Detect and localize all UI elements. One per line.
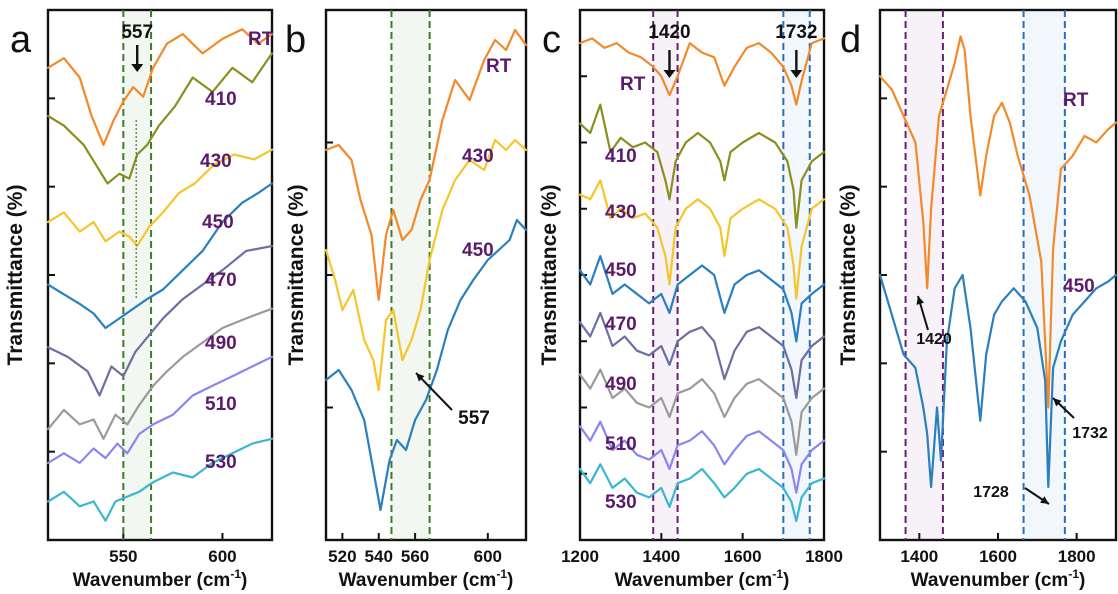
annotation-label: 1732 (1072, 425, 1108, 442)
series-line-470 (46, 245, 274, 397)
arrow-icon (1053, 398, 1062, 407)
panel-letter: b (285, 19, 306, 61)
x-tick-label: 600 (474, 547, 502, 566)
y-axis-title: Transmittance (%) (538, 185, 561, 366)
series-label-450: 450 (1063, 276, 1095, 297)
series-line-RT (878, 35, 1118, 409)
series-line-530 (578, 463, 826, 523)
highlight-band (391, 10, 430, 540)
series-line-450 (46, 182, 274, 330)
x-tick-label: 540 (365, 547, 393, 566)
series-label-RT: RT (620, 74, 646, 95)
x-tick-label: 1600 (979, 547, 1017, 566)
arrow-icon (916, 296, 925, 305)
x-tick-label: 560 (401, 547, 429, 566)
x-tick-label: 520 (328, 547, 356, 566)
annotation-label: 1420 (916, 331, 952, 348)
arrow-icon (415, 372, 453, 411)
x-axis-title: Wavenumber (cm-1) (911, 567, 1086, 591)
annotation-label: 557 (121, 22, 153, 43)
series-line-450 (878, 273, 1118, 489)
panel-letter: a (10, 19, 32, 61)
panel-a: 550 600 RT 410 430 450 470 490 510 530 Wavenumber … (4, 8, 274, 591)
series-line-430 (324, 138, 528, 392)
highlight-band (905, 10, 943, 540)
series-label-470: 470 (205, 270, 237, 291)
arrow-icon (416, 373, 425, 382)
x-tick-label: 600 (208, 547, 236, 566)
y-axis-title: Transmittance (%) (837, 185, 860, 366)
panel-d: 1400 1600 1800 RT 450 Wavenumber (cm-1) Transm… (837, 8, 1118, 591)
panel-letter: d (840, 19, 861, 61)
series-line-450 (578, 255, 826, 343)
x-axis-title: Wavenumber (cm-1) (339, 567, 514, 591)
panel-b: 520 540 560 600 RT 430 450 Wavenumber (cm-1) Tra… (285, 8, 528, 591)
panel-c: 1200 1400 1600 1800 RT 410 430 450 470 490 510 530 W… (538, 8, 843, 591)
series-line-490 (46, 307, 274, 440)
series-label-450: 450 (605, 260, 637, 281)
x-tick-label: 1400 (900, 547, 938, 566)
annotation-label: 1732 (775, 22, 817, 43)
arrow-icon (663, 70, 676, 78)
x-tick-label: 1800 (1058, 547, 1096, 566)
annotation-label: 557 (458, 408, 490, 429)
series-label-430: 430 (605, 202, 637, 223)
series-label-410: 410 (205, 89, 237, 110)
x-tick-label: 1400 (642, 547, 680, 566)
series-label-RT: RT (248, 29, 274, 50)
series-line-510 (46, 355, 274, 464)
series-line-410 (46, 52, 274, 185)
x-tick-label: 550 (109, 547, 137, 566)
series-line-430 (46, 148, 274, 248)
series-label-410: 410 (605, 146, 637, 167)
arrow-icon (131, 64, 144, 72)
series-label-470: 470 (605, 314, 637, 335)
series-label-510: 510 (605, 434, 637, 455)
highlight-band (653, 10, 678, 540)
x-axis-title: Wavenumber (cm-1) (615, 567, 790, 591)
series-line-470 (578, 311, 826, 400)
series-line-490 (578, 368, 826, 456)
series-line-430 (578, 179, 826, 300)
series-line-410 (578, 103, 826, 229)
highlight-band (1023, 10, 1065, 540)
series-label-530: 530 (205, 452, 237, 473)
series-line-RT (324, 28, 528, 302)
series-line-RT (578, 37, 826, 106)
series-line-RT (46, 28, 274, 146)
series-line-530 (46, 437, 274, 522)
series-label-530: 530 (605, 492, 637, 513)
x-tick-label: 1200 (561, 547, 599, 566)
x-tick-label: 1800 (805, 547, 843, 566)
series-label-430: 430 (200, 151, 232, 172)
x-tick-label: 1600 (724, 547, 762, 566)
series-label-510: 510 (205, 394, 237, 415)
series-label-450: 450 (462, 240, 494, 261)
y-axis-title: Transmittance (%) (285, 185, 308, 366)
series-label-490: 490 (205, 333, 237, 354)
panel-letter: c (542, 19, 561, 61)
series-label-430: 430 (462, 146, 494, 167)
arrow-icon (790, 70, 803, 78)
series-label-RT: RT (486, 56, 512, 77)
series-label-RT: RT (1063, 90, 1089, 111)
y-axis-title: Transmittance (%) (4, 185, 27, 366)
series-label-490: 490 (605, 374, 637, 395)
series-line-450 (324, 218, 528, 512)
annotation-label: 1420 (648, 22, 690, 43)
annotation-label: 1728 (973, 484, 1009, 501)
series-line-510 (578, 420, 826, 494)
x-axis-title: Wavenumber (cm-1) (73, 567, 248, 591)
series-label-450: 450 (202, 212, 234, 233)
arrow-icon (1040, 496, 1049, 504)
